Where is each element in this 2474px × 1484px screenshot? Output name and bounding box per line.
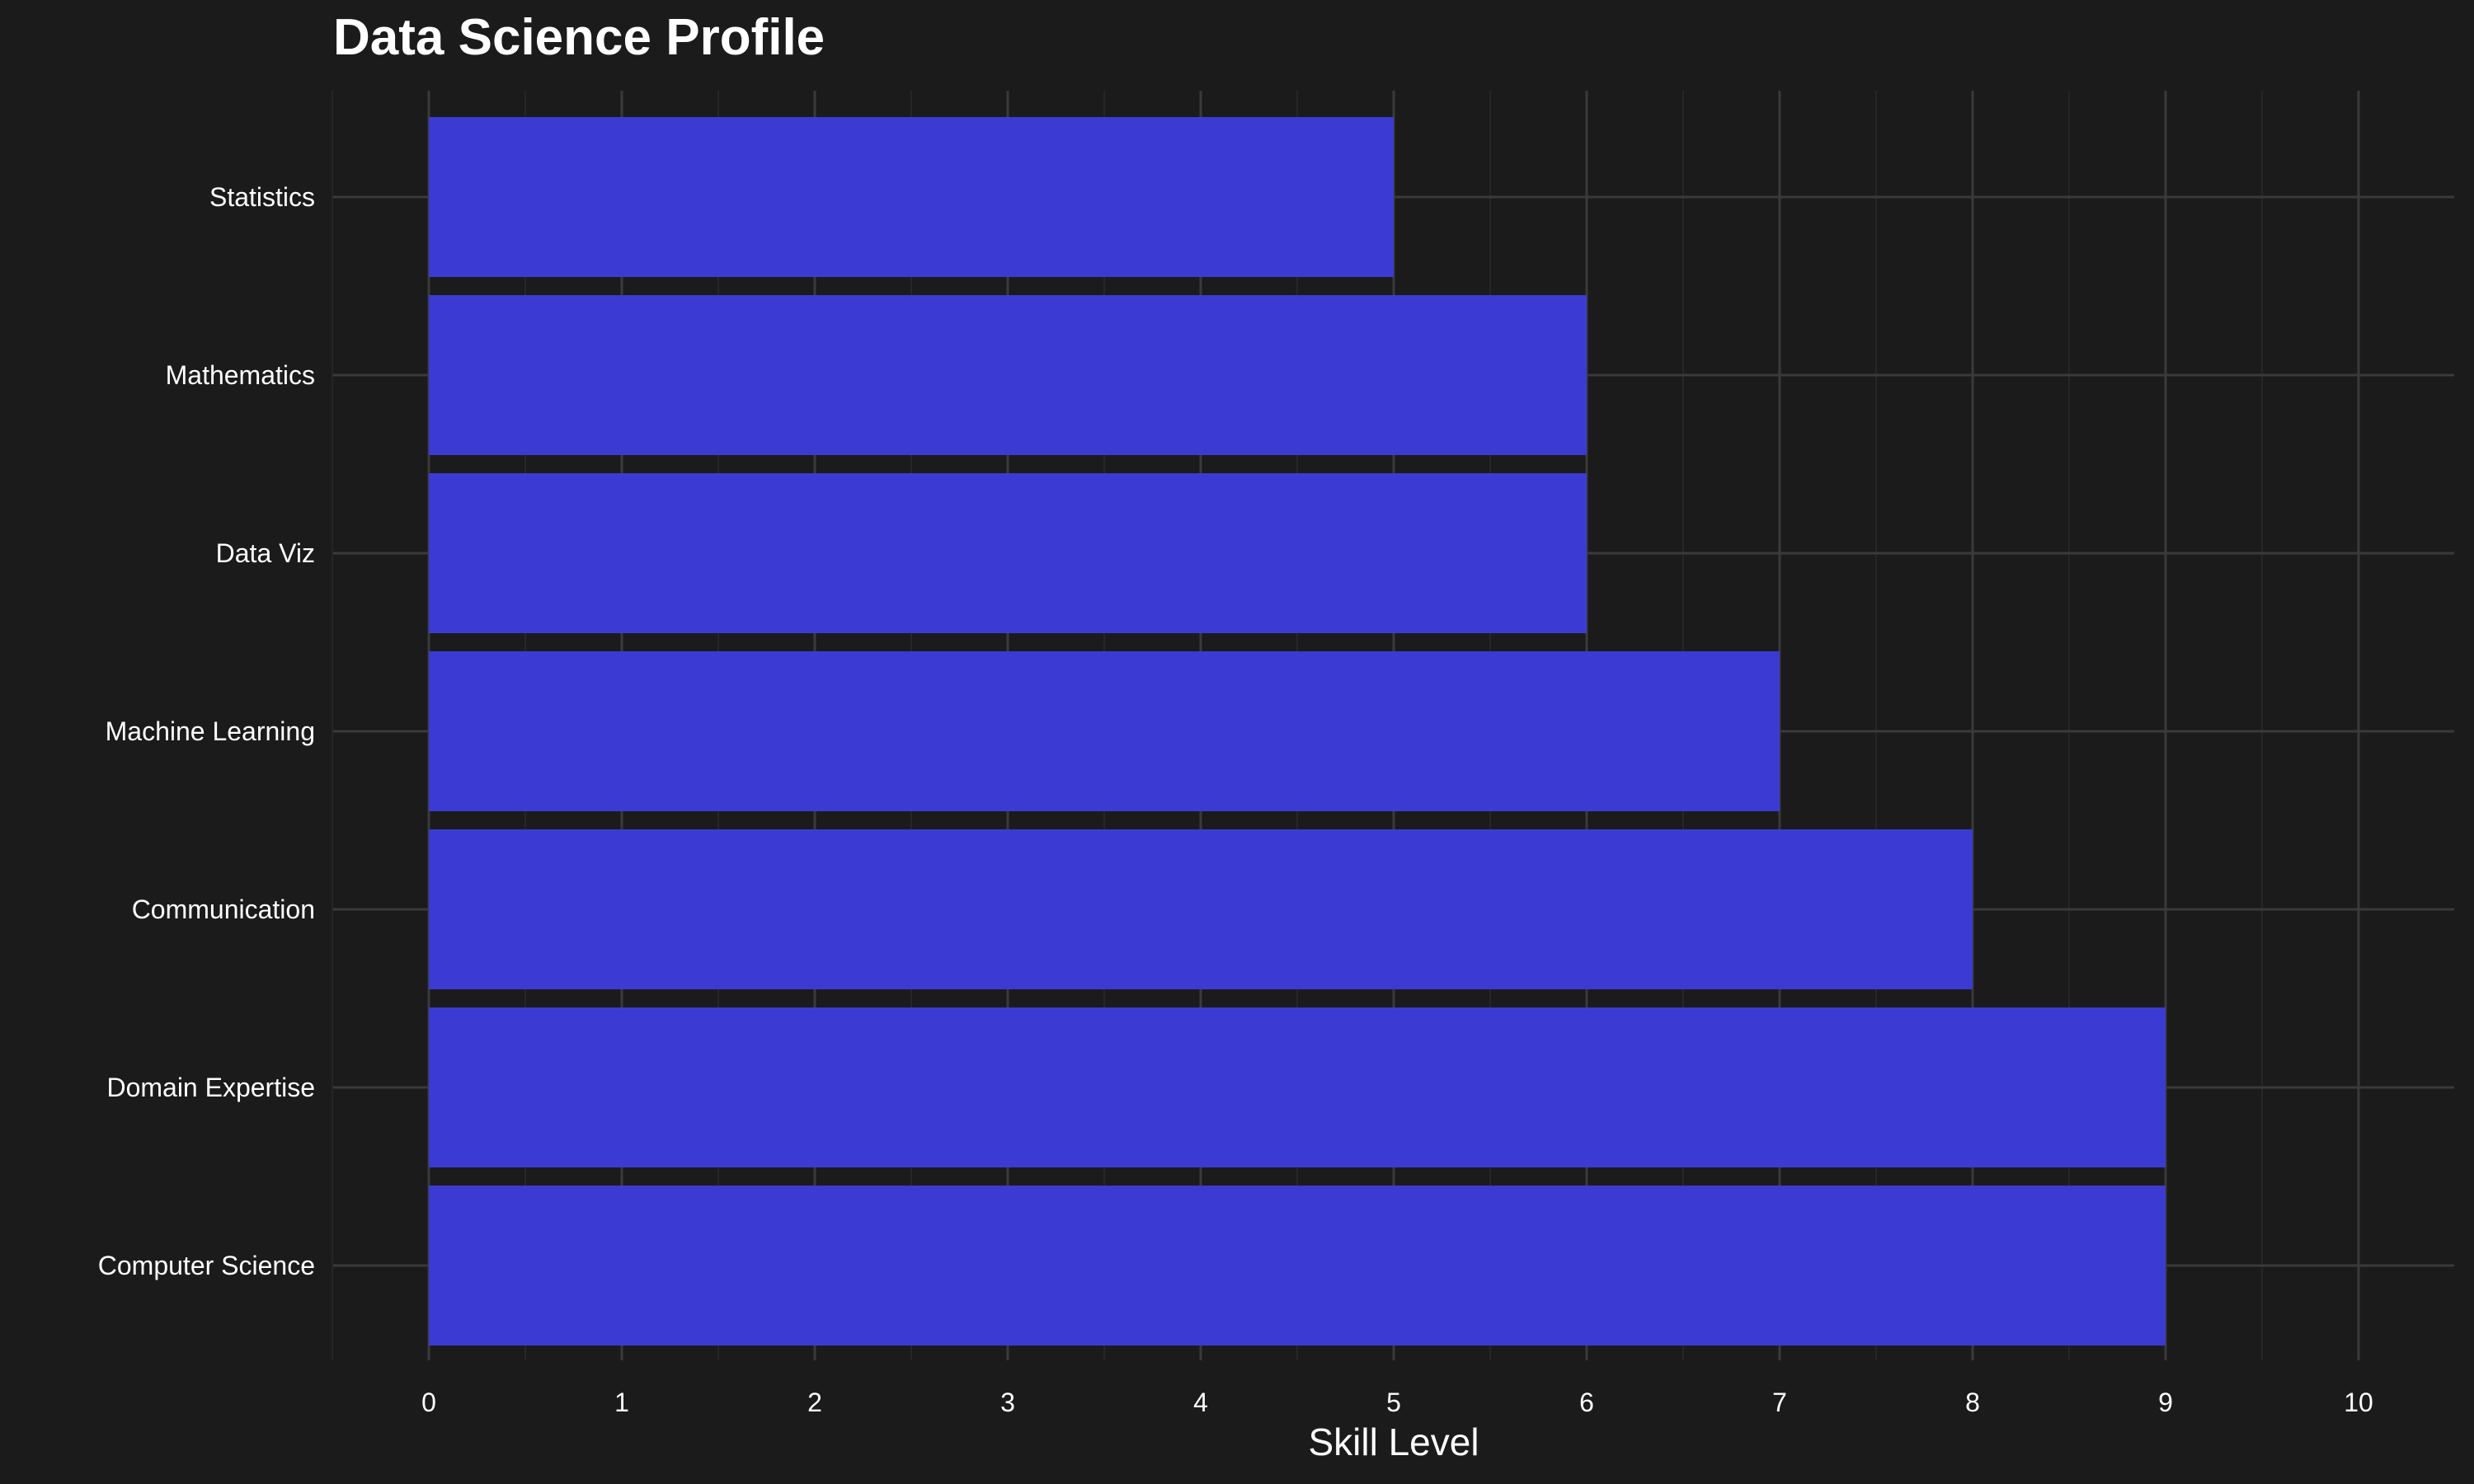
bars-layer <box>429 117 2166 1345</box>
x-axis-title: Skill Level <box>1308 1421 1479 1463</box>
bar <box>429 651 1780 811</box>
x-axis-ticks: 0 1 2 3 4 5 6 7 8 9 10 <box>421 1388 2373 1417</box>
y-tick-label: Domain Expertise <box>106 1073 315 1102</box>
y-tick-label: Mathematics <box>166 360 315 390</box>
y-tick-label: Statistics <box>209 182 315 212</box>
x-tick-label: 4 <box>1193 1388 1208 1417</box>
x-tick-label: 5 <box>1386 1388 1401 1417</box>
bar <box>429 117 1394 277</box>
x-tick-label: 3 <box>1000 1388 1015 1417</box>
x-tick-label: 2 <box>807 1388 822 1417</box>
bar <box>429 473 1587 633</box>
x-tick-label: 0 <box>421 1388 436 1417</box>
x-tick-label: 10 <box>2344 1388 2373 1417</box>
y-tick-label: Machine Learning <box>106 716 315 746</box>
y-tick-label: Communication <box>132 895 315 924</box>
y-tick-label: Computer Science <box>98 1251 315 1280</box>
x-tick-label: 6 <box>1579 1388 1594 1417</box>
bar <box>429 1186 2166 1345</box>
chart-title: Data Science Profile <box>333 9 825 66</box>
y-tick-label: Data Viz <box>216 538 315 568</box>
x-tick-label: 8 <box>1965 1388 1980 1417</box>
y-axis-labels: Statistics Mathematics Data Viz Machine Lea… <box>98 182 315 1280</box>
bar <box>429 1007 2166 1167</box>
x-tick-label: 7 <box>1772 1388 1787 1417</box>
bar <box>429 829 1973 989</box>
x-tick-label: 9 <box>2158 1388 2173 1417</box>
bar <box>429 295 1587 455</box>
x-tick-label: 1 <box>614 1388 629 1417</box>
